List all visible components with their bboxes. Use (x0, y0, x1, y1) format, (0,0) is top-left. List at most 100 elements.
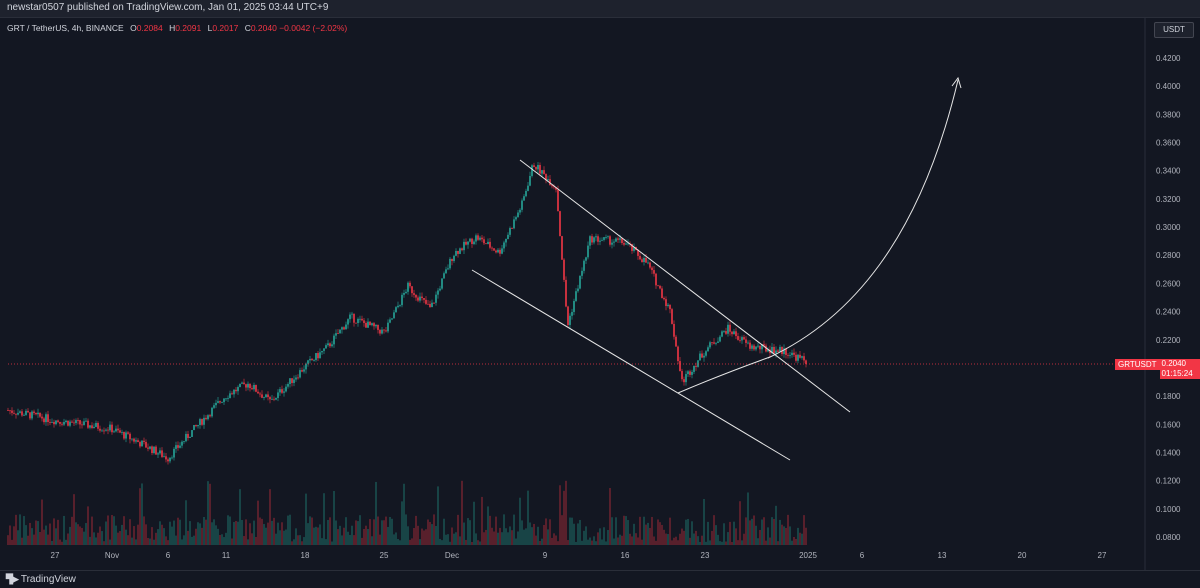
candle-body (607, 236, 609, 238)
candle-body (591, 236, 593, 243)
volume-bar (421, 528, 423, 545)
volume-bar (127, 535, 129, 545)
volume-bar (681, 528, 683, 545)
volume-bar (163, 528, 165, 545)
volume-bar (593, 536, 595, 545)
candle-body (657, 285, 659, 287)
volume-bar (711, 530, 713, 545)
volume-bar (655, 540, 657, 545)
volume-bar (341, 535, 343, 545)
volume-bar (69, 526, 71, 545)
candle-body (473, 241, 475, 245)
volume-bar (509, 526, 511, 545)
volume-bar (449, 541, 451, 545)
volume-bar (413, 528, 415, 545)
candle-body (623, 243, 625, 245)
publish-text: newstar0507 published on TradingView.com… (7, 2, 329, 13)
volume-bar (709, 540, 711, 545)
volume-bar (391, 518, 393, 545)
volume-bar (677, 540, 679, 545)
candle-body (369, 321, 371, 326)
candle-body (177, 445, 179, 448)
volume-bar (347, 531, 349, 545)
time-tick-label: 27 (1098, 551, 1107, 560)
volume-bar (59, 539, 61, 545)
candle-body (747, 342, 749, 344)
candle-body (549, 179, 551, 186)
volume-bar (577, 523, 579, 545)
volume-bar (65, 539, 67, 545)
candle-body (705, 351, 707, 356)
volume-bar (279, 530, 281, 545)
candle-body (745, 339, 747, 343)
volume-bar (525, 528, 527, 545)
candle-body (261, 394, 263, 398)
candle-body (299, 370, 301, 378)
candle-body (127, 432, 129, 434)
volume-bar (343, 527, 345, 545)
candle-body (779, 346, 781, 352)
volume-bar (169, 521, 171, 545)
candle-body (67, 420, 69, 426)
price-axis[interactable]: 0.4200 0.4000 0.3800 0.3600 0.3400 0.3200 0.30… (1156, 54, 1181, 542)
candle-body (651, 267, 653, 271)
volume-bar (759, 529, 761, 545)
candle-body (763, 344, 765, 346)
volume-bar (797, 527, 799, 545)
candle-body (167, 459, 169, 462)
candle-body (85, 420, 87, 422)
candle-body (541, 170, 543, 174)
volume-bar (559, 485, 561, 545)
candle-body (791, 352, 793, 356)
candle-body (395, 307, 397, 313)
volume-bar (179, 519, 181, 545)
logo-text: TradingView (20, 574, 76, 585)
volume-bar (399, 540, 401, 545)
candle-body (61, 423, 63, 425)
volume-bar (293, 539, 295, 545)
publish-header: newstar0507 published on TradingView.com… (0, 0, 1200, 18)
price-tick-label: 0.3400 (1156, 167, 1181, 176)
volume-bar (587, 539, 589, 545)
candle-body (533, 165, 535, 167)
volume-bar (433, 514, 435, 545)
volume-bar (387, 526, 389, 545)
volume-bar (409, 539, 411, 545)
volume-bar (777, 541, 779, 545)
candle-body (151, 446, 153, 454)
legend-change: −0.0042 (−2.02%) (279, 23, 348, 33)
volume-bar (311, 517, 313, 545)
volume-bar (403, 483, 405, 545)
volume-bar (335, 520, 337, 545)
candle-body (713, 342, 715, 344)
volume-bar (731, 541, 733, 545)
volume-bar (589, 537, 591, 545)
volume-bar (25, 525, 27, 545)
volume-bar (477, 540, 479, 545)
candle-body (211, 407, 213, 417)
candle-body (445, 269, 447, 274)
volume-bar (519, 497, 521, 545)
time-axis[interactable]: 27 Nov 6 11 18 25 Dec 9 16 23 2025 6 13 20 27 (51, 551, 1107, 560)
candle-body (459, 248, 461, 254)
volume-bar (315, 526, 317, 545)
currency-label[interactable]: USDT (1154, 22, 1194, 38)
volume-bar (43, 529, 45, 545)
volume-bar (563, 490, 565, 545)
candle-body (625, 243, 627, 245)
candle-body (531, 165, 533, 176)
volume-bar (123, 516, 125, 545)
candle-body (153, 446, 155, 454)
tradingview-logo[interactable]: ▜▶ TradingView (6, 574, 76, 585)
volume-bar (635, 533, 637, 545)
candle-body (537, 164, 539, 170)
candle-body (197, 425, 199, 427)
volume-bar (751, 518, 753, 545)
volume-bar (45, 525, 47, 545)
price-tick-label: 0.4200 (1156, 54, 1181, 63)
candle-body (273, 398, 275, 400)
volume-bar (639, 516, 641, 545)
volume-bar (549, 519, 551, 545)
volume-bar (207, 481, 209, 545)
